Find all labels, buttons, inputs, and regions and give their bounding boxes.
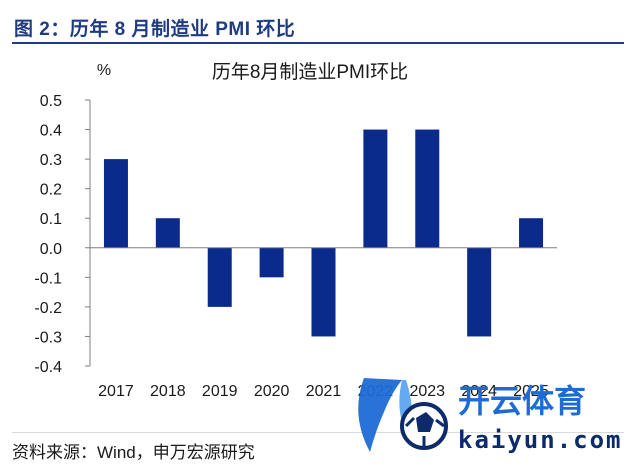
figure-title: 图 2：历年 8 月制造业 PMI 环比 bbox=[14, 19, 296, 40]
y-axis: 0.5 0.4 0.3 0.2 0.1 0.0 -0.1 -0.2 -0.3 -0.4 bbox=[34, 93, 91, 376]
bar-2022 bbox=[363, 129, 388, 248]
bar-2021 bbox=[311, 247, 336, 337]
y-tick-label: 0.4 bbox=[40, 123, 62, 140]
bar-2020 bbox=[259, 247, 284, 278]
kaiyun-watermark-logo: 开云体育 kaiyun.com bbox=[358, 378, 623, 454]
x-tick-label: 2021 bbox=[306, 383, 342, 400]
y-tick-label: -0.1 bbox=[34, 270, 62, 287]
y-tick-label: 0.1 bbox=[40, 211, 62, 228]
source-divider bbox=[12, 432, 624, 433]
x-tick-label: 2025 bbox=[513, 383, 549, 400]
y-tick-label: 0.5 bbox=[40, 93, 62, 110]
y-unit-label: % bbox=[97, 62, 111, 79]
bars bbox=[103, 129, 544, 337]
x-tick-label: 2017 bbox=[98, 383, 134, 400]
chart-title: 历年8月制造业PMI环比 bbox=[212, 61, 408, 83]
chart-container: 历年8月制造业PMI环比 % 0.5 0.4 0.3 0.2 0.1 0.0 -0.1 -0.… bbox=[0, 48, 636, 432]
x-tick-label: 2024 bbox=[461, 383, 497, 400]
x-tick-label: 2018 bbox=[150, 383, 186, 400]
bar-chart: 历年8月制造业PMI环比 % 0.5 0.4 0.3 0.2 0.1 0.0 -0.1 -0.… bbox=[34, 61, 557, 400]
kaiyun-logo-mark bbox=[358, 378, 448, 452]
y-tick-label: -0.2 bbox=[34, 300, 62, 317]
watermark-text-en: kaiyun.com bbox=[458, 426, 623, 454]
y-tick-label: 0.0 bbox=[40, 241, 62, 258]
x-tick-label: 2020 bbox=[254, 383, 290, 400]
bar-2024 bbox=[467, 247, 492, 337]
bar-2023 bbox=[415, 129, 440, 248]
y-tick-label: -0.4 bbox=[34, 359, 62, 376]
x-tick-label: 2023 bbox=[409, 383, 445, 400]
y-tick-label: 0.3 bbox=[40, 152, 62, 169]
bar-2025 bbox=[519, 218, 544, 248]
x-tick-label: 2019 bbox=[202, 383, 238, 400]
figure-header: 图 2：历年 8 月制造业 PMI 环比 bbox=[12, 8, 624, 44]
bar-2019 bbox=[207, 247, 232, 307]
bar-2017 bbox=[103, 159, 128, 248]
watermark-text-cn: 开云体育 bbox=[458, 382, 586, 420]
y-tick-label: -0.3 bbox=[34, 329, 62, 346]
y-tick-label: 0.2 bbox=[40, 182, 62, 199]
bar-2018 bbox=[155, 218, 180, 248]
source-note: 资料来源：Wind，申万宏源研究 bbox=[12, 443, 255, 462]
